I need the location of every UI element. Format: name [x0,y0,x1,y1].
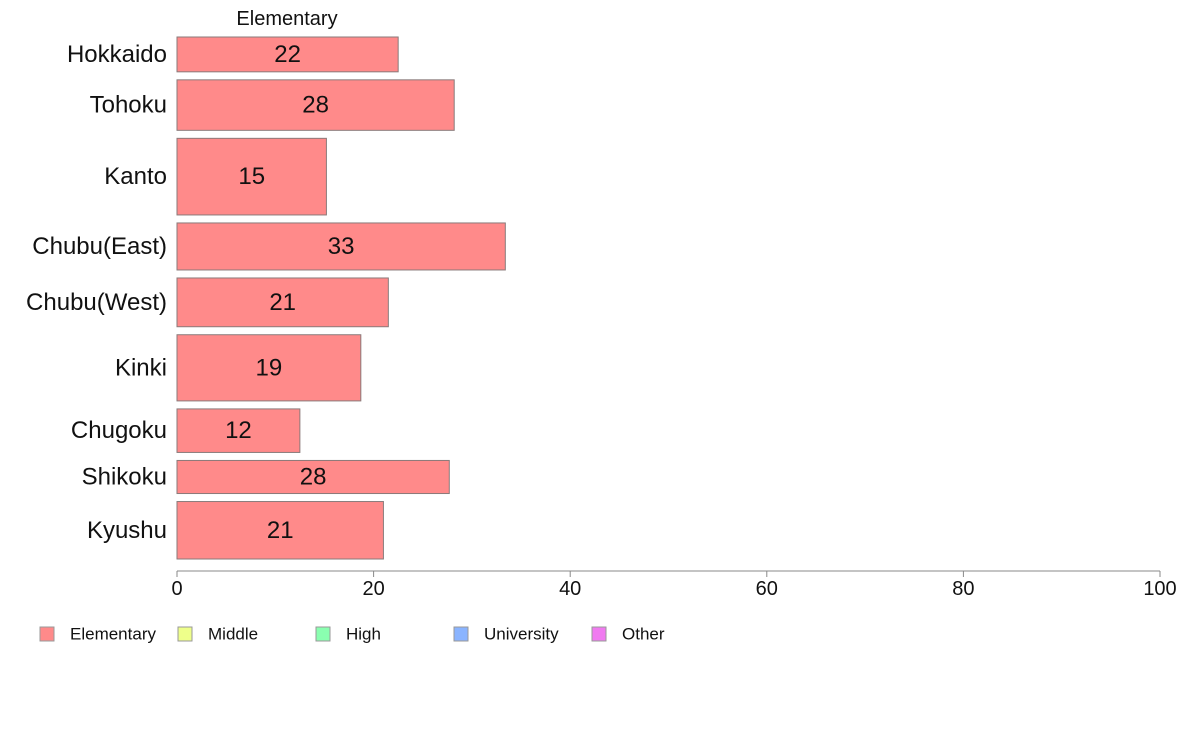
legend-label: Middle [208,625,258,644]
legend-swatch [315,626,331,642]
value-label: 19 [256,354,283,381]
legend-swatch [39,626,55,642]
category-label: Kinki [115,354,167,381]
legend-label: Other [622,625,665,644]
bar-chubu-west- [176,277,389,328]
legend-swatch [453,626,469,642]
bar-hokkaido [176,36,399,73]
value-label: 21 [269,289,296,316]
bar-kyushu [176,501,384,560]
bar-chubu-east- [176,222,506,271]
category-label: Kyushu [87,517,167,544]
x-tick-label: 100 [1143,578,1176,600]
legend-label: University [484,625,559,644]
legend-label: High [346,625,381,644]
category-label: Kanto [104,163,167,190]
category-label: Chubu(East) [32,233,167,260]
value-label: 28 [302,92,329,119]
x-tick-label: 60 [756,578,778,600]
legend-swatch [591,626,607,642]
column-title: Elementary [236,8,337,30]
value-label: 15 [238,163,265,190]
value-label: 21 [267,517,294,544]
category-label: Chubu(West) [26,289,167,316]
category-label: Shikoku [82,463,167,490]
x-tick-label: 20 [362,578,384,600]
bar-kanto [176,137,327,216]
category-label: Tohoku [90,92,167,119]
bar-shikoku [176,459,450,495]
x-tick-label: 40 [559,578,581,600]
value-label: 12 [225,417,252,444]
legend-swatch [177,626,193,642]
value-label: 22 [274,41,301,68]
bar-tohoku [176,79,455,131]
value-label: 33 [328,233,355,260]
category-label: Hokkaido [67,41,167,68]
legend-label: Elementary [70,625,156,644]
bar-chugoku [176,408,301,453]
value-label: 28 [300,463,327,490]
x-tick-label: 80 [952,578,974,600]
x-tick-label: 0 [171,578,182,600]
category-label: Chugoku [71,417,167,444]
bar-kinki [176,334,362,402]
